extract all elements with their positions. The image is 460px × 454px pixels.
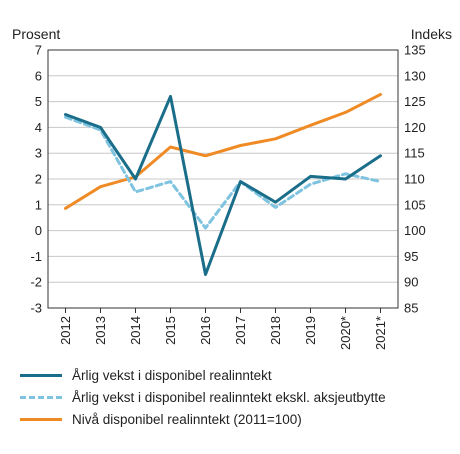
left-axis-ticks: 7 6 5 4 3 2 1 0 -1 -2 -3 xyxy=(30,43,42,316)
series-line xyxy=(64,94,382,276)
legend-label-annual-growth: Årlig vekst i disponibel realinntekt xyxy=(72,367,272,383)
left-tick-label: 5 xyxy=(35,94,42,109)
left-axis-title: Prosent xyxy=(12,26,60,42)
x-tick-label: 2015 xyxy=(163,316,178,345)
right-tick-label: 110 xyxy=(404,172,425,187)
left-tick-label: 2 xyxy=(35,172,42,187)
right-tick-label: 120 xyxy=(404,120,426,135)
x-tick-label: 2012 xyxy=(58,316,73,345)
legend: Årlig vekst i disponibel realinntekt Årl… xyxy=(20,364,386,430)
x-tick-label: 2019 xyxy=(303,316,318,345)
x-tick-label: 2016 xyxy=(198,316,213,345)
series-line xyxy=(64,92,382,210)
legend-item-annual-growth: Årlig vekst i disponibel realinntekt xyxy=(20,364,386,386)
left-tick-label: -3 xyxy=(30,301,42,316)
x-tick-label: 2017 xyxy=(233,316,248,345)
left-tick-label: 7 xyxy=(35,43,42,58)
legend-item-growth-excl-dividends: Årlig vekst i disponibel realinntekt eks… xyxy=(20,386,386,408)
right-tick-label: 125 xyxy=(404,94,426,109)
legend-item-income-level: Nivå disponibel realinntekt (2011=100) xyxy=(20,408,386,430)
right-tick-label: 135 xyxy=(404,43,426,58)
right-axis-title: Indeks xyxy=(411,26,452,42)
x-tick-label: 2021* xyxy=(373,316,388,350)
series-layer xyxy=(64,92,382,276)
right-tick-label: 90 xyxy=(404,275,418,290)
left-tick-label: -1 xyxy=(30,249,42,264)
x-axis-ticks: 2012 2013 2014 2015 2016 2017 2018 2019 2020* 202… xyxy=(58,308,388,350)
x-tick-label: 2013 xyxy=(93,316,108,345)
left-tick-label: -2 xyxy=(30,275,42,290)
legend-label-growth-excl-dividends: Årlig vekst i disponibel realinntekt eks… xyxy=(72,389,386,405)
x-tick-label: 2014 xyxy=(128,316,143,345)
legend-swatch-annual-growth xyxy=(20,373,62,377)
right-tick-label: 105 xyxy=(404,197,426,212)
left-tick-label: 3 xyxy=(35,146,42,161)
right-tick-label: 130 xyxy=(404,68,426,83)
left-tick-label: 4 xyxy=(35,120,42,135)
right-tick-label: 95 xyxy=(404,249,418,264)
plot-frame xyxy=(47,49,399,309)
right-tick-label: 115 xyxy=(404,146,425,161)
left-tick-label: 0 xyxy=(35,223,42,238)
legend-swatch-growth-excl-dividends xyxy=(20,395,62,399)
x-tick-label: 2018 xyxy=(268,316,283,345)
right-tick-label: 100 xyxy=(404,223,426,238)
series-line xyxy=(64,115,382,230)
x-tick-label: 2020* xyxy=(338,316,353,350)
legend-label-income-level: Nivå disponibel realinntekt (2011=100) xyxy=(72,411,302,427)
left-tick-label: 6 xyxy=(35,68,42,83)
left-tick-label: 1 xyxy=(35,197,42,212)
right-tick-label: 85 xyxy=(404,301,418,316)
right-axis-ticks: 135 130 125 120 115 110 105 100 95 90 85 xyxy=(404,43,426,316)
legend-swatch-income-level xyxy=(20,417,62,421)
